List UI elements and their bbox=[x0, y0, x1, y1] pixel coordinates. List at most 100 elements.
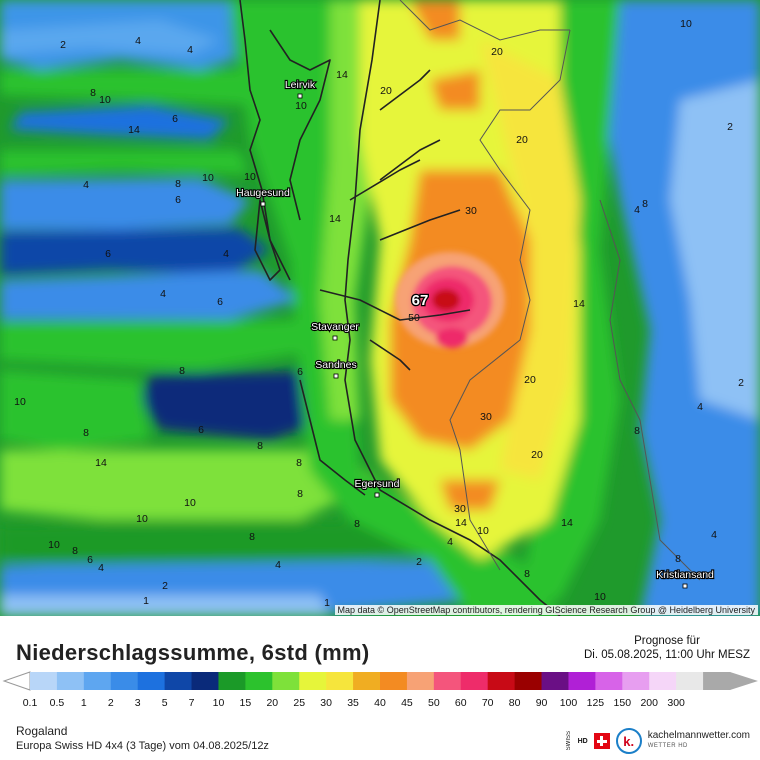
legend-swatch bbox=[595, 672, 623, 690]
legend-tick-label: 2 bbox=[108, 697, 114, 709]
legend-swatch bbox=[191, 672, 219, 690]
legend-swatch bbox=[353, 672, 381, 690]
legend-tick-label: 30 bbox=[320, 697, 332, 709]
legend-swatch bbox=[164, 672, 193, 690]
contour-label: 14 bbox=[573, 298, 585, 310]
contour-label: 10 bbox=[184, 497, 196, 509]
fjord-contours bbox=[254, 29, 471, 371]
contour-label: 10 bbox=[202, 172, 214, 184]
contour-label: 4 bbox=[98, 562, 104, 574]
contour-label: 8 bbox=[354, 518, 360, 530]
contour-label: 10 bbox=[14, 396, 26, 408]
contour-label: 10 bbox=[477, 525, 489, 537]
max-value-label: 67 bbox=[412, 292, 429, 309]
footer: Niederschlagssumme, 6std (mm) Prognose f… bbox=[0, 616, 760, 760]
legend-swatch bbox=[622, 672, 650, 690]
contour-label: 4 bbox=[83, 179, 89, 191]
contour-label: 14 bbox=[95, 457, 107, 469]
contour-label: 2 bbox=[162, 580, 168, 592]
legend-swatch bbox=[649, 672, 677, 690]
contour-label: 20 bbox=[491, 46, 503, 58]
legend-swatch bbox=[299, 672, 327, 690]
legend-tick-label: 0.1 bbox=[23, 697, 38, 709]
legend-tick-label: 60 bbox=[455, 697, 467, 709]
contour-label: 6 bbox=[297, 366, 303, 378]
legend-tick-label: 0.5 bbox=[50, 697, 65, 709]
contour-label: 8 bbox=[675, 553, 681, 565]
legend-tick-label: 3 bbox=[135, 697, 141, 709]
brand[interactable]: SWISS HD k. kachelmannwetter.com WETTER … bbox=[566, 728, 750, 754]
legend-swatch bbox=[676, 672, 704, 690]
contour-label: 4 bbox=[160, 288, 166, 300]
swiss-text: SWISS bbox=[565, 731, 572, 751]
hd-text: HD bbox=[577, 737, 588, 745]
contour-label: 6 bbox=[172, 113, 178, 125]
contour-label: 6 bbox=[217, 296, 223, 308]
place-marker bbox=[260, 201, 266, 207]
swiss-flag-icon bbox=[593, 733, 610, 749]
kachelmann-logo-icon: k. bbox=[615, 728, 642, 754]
legend-tick-label: 100 bbox=[560, 697, 578, 709]
contour-label: 30 bbox=[454, 503, 466, 515]
contour-label: 6 bbox=[175, 194, 181, 206]
contour-label: 8 bbox=[72, 545, 78, 557]
contour-label: 8 bbox=[175, 178, 181, 190]
legend-swatch bbox=[83, 672, 112, 690]
legend-left-arrow bbox=[2, 671, 31, 691]
precipitation-map[interactable]: 2 4 4 8 10 14 6 4 8 10 6 10 6 4 4 6 14 10 14 20 20 20 30 10 2 4 8 1… bbox=[0, 0, 760, 616]
legend-swatch bbox=[703, 672, 731, 690]
contour-label: 4 bbox=[223, 248, 229, 260]
contour-label: 20 bbox=[516, 134, 528, 146]
legend-swatch bbox=[272, 672, 300, 690]
contour-label: 10 bbox=[680, 18, 692, 30]
legend-tick-label: 45 bbox=[401, 697, 413, 709]
place-marker bbox=[682, 583, 688, 589]
contour-label: 50 bbox=[408, 312, 420, 324]
legend-tick-label: 10 bbox=[213, 697, 225, 709]
place-label: Sandnes bbox=[315, 359, 356, 371]
contour-label: 8 bbox=[642, 198, 648, 210]
contour-label: 8 bbox=[90, 87, 96, 99]
legend-swatch bbox=[541, 672, 569, 690]
contour-label: 2 bbox=[738, 377, 744, 389]
contour-label: 30 bbox=[465, 205, 477, 217]
legend-swatch bbox=[433, 672, 462, 690]
forecast-time: Prognose für Di. 05.08.2025, 11:00 Uhr M… bbox=[584, 634, 750, 662]
brand-site[interactable]: kachelmannwetter.com WETTER HD bbox=[648, 730, 750, 752]
legend-swatch bbox=[460, 672, 489, 690]
contour-label: 20 bbox=[531, 449, 543, 461]
contour-label: 20 bbox=[524, 374, 536, 386]
forecast-datetime: Di. 05.08.2025, 11:00 Uhr MESZ bbox=[584, 649, 750, 661]
contour-label: 1 bbox=[324, 597, 330, 609]
legend-tick-label: 7 bbox=[189, 697, 195, 709]
contour-label: 1 bbox=[143, 595, 149, 607]
contour-label: 14 bbox=[128, 124, 140, 136]
place-marker bbox=[332, 335, 338, 341]
contour-label: 2 bbox=[416, 556, 422, 568]
contour-label: 10 bbox=[594, 591, 606, 603]
contour-label: 14 bbox=[561, 517, 573, 529]
contour-label: 4 bbox=[187, 44, 193, 56]
contour-label: 10 bbox=[48, 539, 60, 551]
contour-label: 2 bbox=[727, 121, 733, 133]
precip-field bbox=[0, 0, 760, 616]
legend-tick-label: 5 bbox=[162, 697, 168, 709]
region-label: Rogaland bbox=[16, 724, 68, 738]
legend-tick-label: 200 bbox=[640, 697, 658, 709]
chart-title: Niederschlagssumme, 6std (mm) bbox=[16, 640, 370, 665]
legend-tick-label: 300 bbox=[667, 697, 685, 709]
contour-label: 4 bbox=[447, 536, 453, 548]
contour-label: 8 bbox=[297, 488, 303, 500]
contour-label: 8 bbox=[296, 457, 302, 469]
legend-tick-label: 40 bbox=[374, 697, 386, 709]
place-label: Egersund bbox=[355, 478, 400, 490]
place-label: Leirvik bbox=[285, 79, 316, 91]
place-label: Kristiansand bbox=[656, 569, 714, 581]
legend-tick-label: 70 bbox=[482, 697, 494, 709]
contour-label: 6 bbox=[105, 248, 111, 260]
legend-swatch bbox=[406, 672, 435, 690]
legend-swatch bbox=[326, 672, 354, 690]
contour-label: 10 bbox=[136, 513, 148, 525]
legend-swatch bbox=[514, 672, 543, 690]
